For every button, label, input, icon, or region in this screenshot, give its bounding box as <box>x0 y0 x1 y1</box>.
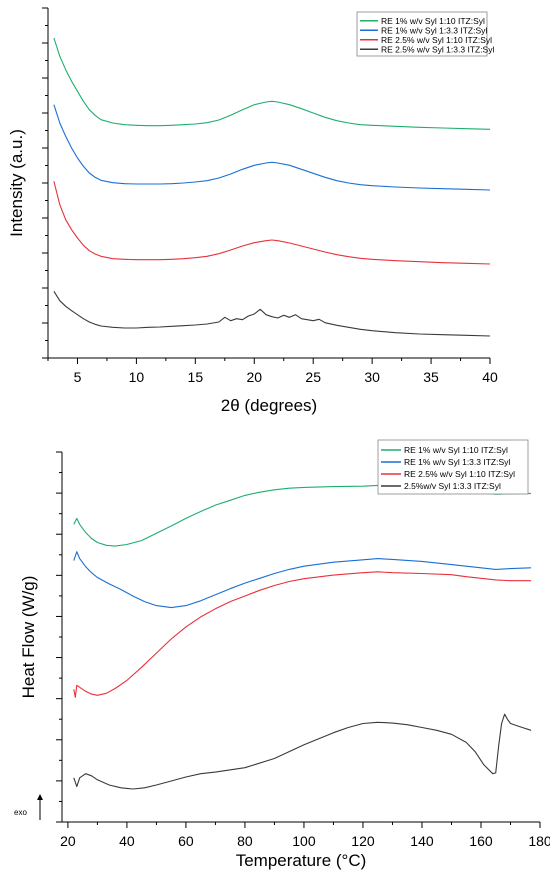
x-tick-label: 180 <box>528 833 550 849</box>
legend-label: 2.5%w/v Syl 1:3.3 ITZ:Syl <box>404 481 501 491</box>
x-tick-label: 15 <box>188 369 204 385</box>
chart-1: 5 10 15 20 25 30 35 40 2θ (degrees) Intensity (a.… <box>7 7 498 415</box>
series-line-4 <box>53 291 491 337</box>
series-line-2 <box>53 104 491 191</box>
x-tick-label: 35 <box>423 369 439 385</box>
legend-box <box>377 439 529 495</box>
legend-label: RE 1% w/v Syl 1:3.3 ITZ:Syl <box>381 25 487 35</box>
x-tick-label: 25 <box>305 369 321 385</box>
legend-label: RE 2.5% w/v Syl 1:10 ITZ:Syl <box>381 35 492 45</box>
series-line-1 <box>53 37 491 130</box>
x-tick-label: 140 <box>410 833 434 849</box>
x-tick-label: 60 <box>178 833 194 849</box>
x-tick-label: 40 <box>482 369 498 385</box>
x-tick-label: 160 <box>469 833 493 849</box>
exo-label: exo <box>14 808 27 817</box>
y-axis-title: Intensity (a.u.) <box>7 129 26 237</box>
exo-arrowhead-icon <box>37 794 43 800</box>
x-axis-title: Temperature (°C) <box>236 851 367 870</box>
x-axis-title: 2θ (degrees) <box>221 396 317 415</box>
series-line-4 <box>73 713 532 790</box>
x-tick-label: 30 <box>364 369 380 385</box>
legend-box <box>356 11 488 57</box>
legend: RE 1% w/v Syl 1:10 ITZ:Syl RE 1% w/v Syl … <box>377 439 529 495</box>
series-line-3 <box>73 571 532 698</box>
legend-label: RE 1% w/v Syl 1:10 ITZ:Syl <box>381 16 485 26</box>
legend-label: RE 1% w/v Syl 1:3.3 ITZ:Syl <box>404 457 510 467</box>
x-tick-label: 80 <box>237 833 253 849</box>
x-tick-label: 120 <box>351 833 375 849</box>
series-line-3 <box>53 181 491 265</box>
x-tick-label: 10 <box>129 369 145 385</box>
legend-label: RE 2.5% w/v Syl 1:10 ITZ:Syl <box>404 469 515 479</box>
legend-label: RE 2.5% w/v Syl 1:3.3 ITZ:Syl <box>381 44 494 54</box>
chart-2: 20 40 60 80 100 120 140 160 180 Temperature (°C) H… <box>14 439 550 870</box>
x-tick-label: 5 <box>74 369 82 385</box>
x-tick-label: 40 <box>119 833 135 849</box>
legend-label: RE 1% w/v Syl 1:10 ITZ:Syl <box>404 445 508 455</box>
series-line-2 <box>73 551 532 609</box>
y-axis-title: Heat Flow (W/g) <box>19 576 38 699</box>
x-tick-label: 20 <box>246 369 262 385</box>
x-tick-label: 100 <box>292 833 316 849</box>
x-tick-label: 20 <box>60 833 76 849</box>
series-line-1 <box>73 484 532 547</box>
